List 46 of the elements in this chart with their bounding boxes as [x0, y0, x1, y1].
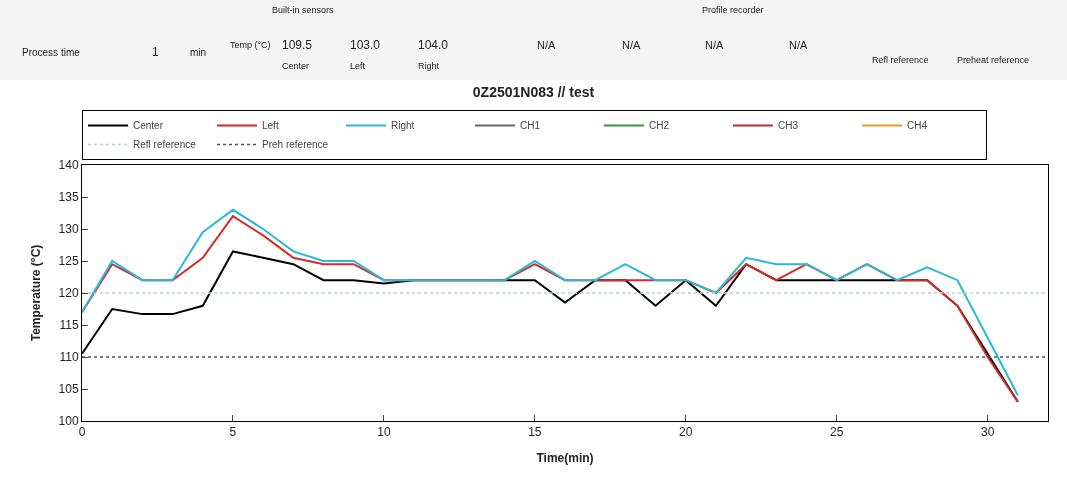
- text: Temp (°C): [230, 40, 271, 50]
- legend-label: Right: [391, 120, 415, 132]
- text: 104.0: [418, 38, 449, 52]
- y-axis-title: Temperature (°C): [28, 244, 43, 342]
- x-axis-title: Time(min): [536, 451, 594, 466]
- y-tick-label: 135: [58, 190, 79, 205]
- legend-label: Refl reference: [133, 139, 197, 151]
- text: Process time: [22, 47, 81, 58]
- legend-label: Center: [133, 120, 164, 132]
- x-tick-label: 5: [229, 425, 237, 440]
- y-tick-label: 125: [58, 254, 79, 269]
- y-tick-label: 140: [58, 158, 79, 173]
- text: 109.5: [282, 38, 313, 52]
- y-tick-label: 110: [59, 350, 79, 365]
- text: N/A: [537, 39, 556, 51]
- y-tick-label: 130: [58, 222, 79, 237]
- x-tick-label: 0: [78, 425, 86, 440]
- legend-label: CH2: [649, 120, 670, 132]
- x-tick-label: 20: [679, 425, 693, 440]
- y-tick-label: 100: [58, 414, 79, 429]
- text: 1: [152, 45, 159, 59]
- x-tick-label: 10: [377, 425, 391, 440]
- text: Preheat reference: [957, 55, 1030, 65]
- text: N/A: [789, 39, 808, 51]
- x-tick-label: 15: [528, 425, 542, 440]
- text: N/A: [622, 39, 641, 51]
- text: Left: [350, 61, 366, 71]
- legend-label: Left: [262, 120, 279, 132]
- text: N/A: [705, 39, 724, 51]
- x-tick-label: 30: [980, 425, 995, 440]
- text: min: [190, 47, 207, 58]
- y-tick-label: 105: [58, 382, 79, 397]
- text: Built-in sensors: [272, 5, 335, 15]
- text: Right: [418, 61, 440, 71]
- text: Center: [282, 61, 310, 71]
- text: 103.0: [350, 38, 381, 52]
- legend-label: CH1: [520, 120, 541, 132]
- text: Profile recorder: [702, 5, 764, 15]
- legend-label: CH3: [778, 120, 799, 132]
- legend-label: CH4: [907, 120, 928, 132]
- x-tick-label: 25: [830, 425, 844, 440]
- text: Refl reference: [872, 55, 929, 65]
- legend-label: Preh reference: [262, 139, 329, 151]
- y-tick-label: 115: [59, 318, 79, 333]
- chart-title: 0Z2501N083 // test: [472, 83, 595, 100]
- y-tick-label: 120: [58, 286, 79, 301]
